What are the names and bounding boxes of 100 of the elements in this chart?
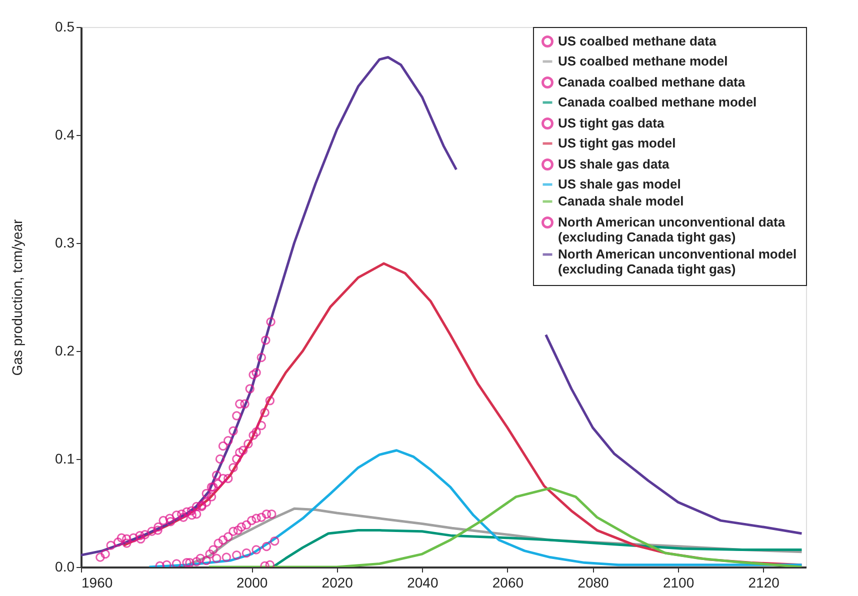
legend-label: US shale gas model <box>558 176 681 192</box>
point <box>177 509 186 519</box>
point <box>182 507 192 517</box>
point <box>242 548 252 558</box>
point <box>228 426 238 436</box>
point <box>224 436 233 446</box>
point <box>248 430 258 440</box>
point <box>106 540 116 550</box>
point <box>236 522 246 532</box>
y-tick-label: 0.0 <box>55 558 75 574</box>
y-axis-title: Gas production, tcm/year <box>9 218 26 376</box>
point <box>208 545 218 554</box>
x-tick-label: 2080 <box>578 574 610 590</box>
point <box>213 479 223 488</box>
point <box>245 384 255 394</box>
point <box>122 534 132 544</box>
point <box>224 474 233 484</box>
point <box>215 454 225 464</box>
point <box>270 536 280 546</box>
point <box>192 509 202 519</box>
point <box>233 526 243 535</box>
point <box>256 352 266 362</box>
point <box>252 514 261 524</box>
point <box>248 370 258 380</box>
point <box>140 530 150 540</box>
legend-label: North American unconventional model (excluding Canada tight gas) <box>558 246 797 276</box>
legend-label: North American unconventional data (excluding Canada tight gas) <box>558 214 786 244</box>
point <box>232 411 242 420</box>
legend-label: Canada coalbed methane model <box>558 94 757 110</box>
x-tick-label: 1960 <box>82 574 113 590</box>
point <box>135 531 144 540</box>
point <box>185 558 194 567</box>
legend-label: US tight gas data <box>558 116 665 130</box>
point <box>238 446 248 455</box>
point <box>240 399 250 409</box>
point <box>266 317 276 326</box>
x-tick-label: 2060 <box>492 574 524 590</box>
point <box>228 526 238 536</box>
point <box>235 399 244 409</box>
point <box>122 538 132 548</box>
point <box>202 488 212 498</box>
y-tick-label: 0.2 <box>55 342 75 358</box>
point <box>218 441 228 451</box>
point <box>202 556 212 566</box>
point <box>256 420 266 430</box>
point <box>212 470 222 480</box>
point <box>265 396 275 406</box>
point <box>178 512 188 522</box>
point <box>242 520 252 530</box>
line-series <box>208 486 803 567</box>
point <box>182 558 192 567</box>
point <box>218 474 228 484</box>
point <box>186 506 196 516</box>
point <box>116 533 126 542</box>
point <box>196 554 206 563</box>
point <box>252 545 261 554</box>
x-tick-label: 2100 <box>662 574 694 590</box>
legend-label: Canada coalbed methane data <box>558 74 746 90</box>
legend-label: Canada shale model <box>558 194 684 208</box>
legend-label: US coalbed methane data <box>558 34 717 48</box>
point <box>206 492 216 502</box>
x-tick-label: 2020 <box>322 574 354 590</box>
y-tick-label: 0.5 <box>55 18 75 34</box>
point <box>187 510 197 520</box>
point <box>265 560 275 567</box>
point <box>246 516 256 526</box>
point <box>262 542 272 552</box>
point <box>192 502 202 512</box>
point <box>192 556 202 566</box>
point <box>256 512 266 522</box>
point <box>232 550 242 560</box>
point <box>202 498 212 507</box>
point <box>205 549 214 559</box>
point <box>252 368 261 378</box>
point <box>172 559 182 567</box>
point <box>222 552 232 562</box>
point <box>136 534 146 544</box>
line-series <box>272 529 803 567</box>
point <box>166 517 176 526</box>
point <box>158 516 168 526</box>
x-tick-label: 2040 <box>407 574 438 590</box>
point <box>228 463 238 472</box>
point <box>154 522 163 532</box>
point <box>162 560 172 567</box>
point <box>261 336 270 345</box>
point <box>262 509 272 519</box>
point <box>153 526 162 535</box>
point <box>128 533 138 542</box>
legend-label: US shale gas data <box>558 156 670 172</box>
x-tick-label: 2000 <box>236 574 268 590</box>
legend-label: US coalbed methane model <box>558 54 728 68</box>
point <box>172 510 182 520</box>
y-tick-label: 0.4 <box>55 126 75 142</box>
point <box>100 549 110 559</box>
x-tick-label: 2120 <box>748 574 780 590</box>
point <box>235 448 244 458</box>
point <box>218 535 228 545</box>
y-tick-label: 0.3 <box>55 234 75 250</box>
point <box>267 509 276 519</box>
point <box>214 538 223 548</box>
